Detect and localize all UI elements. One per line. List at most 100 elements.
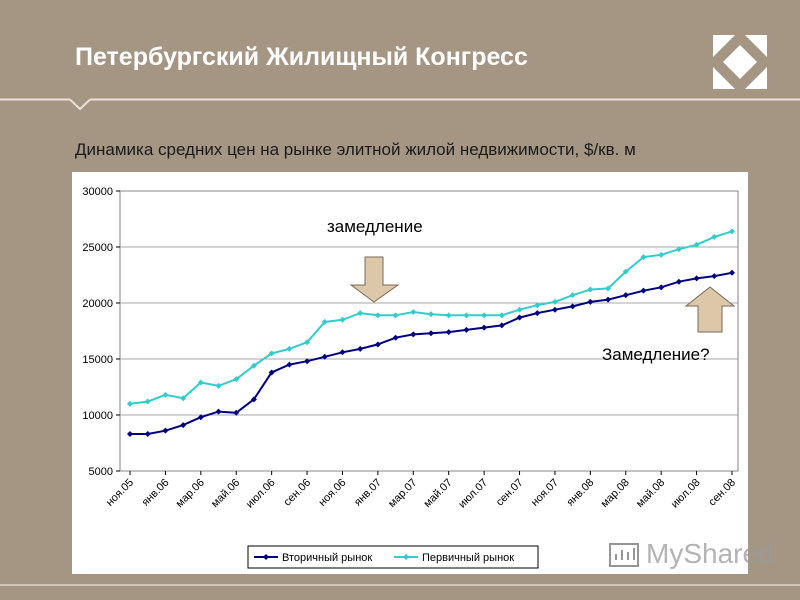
x-tick-label: июл.06 <box>244 477 278 511</box>
data-point <box>339 316 346 323</box>
x-tick-label: ноя.05 <box>104 477 136 509</box>
x-tick-label: ноя.07 <box>529 477 561 509</box>
down-arrow-icon <box>349 256 400 303</box>
data-point <box>321 319 328 326</box>
data-point <box>445 329 452 336</box>
data-point <box>693 275 700 282</box>
data-point <box>197 379 204 386</box>
legend-marker <box>263 554 269 560</box>
y-tick-label: 15000 <box>82 354 113 366</box>
data-point <box>711 233 718 240</box>
plot-area <box>119 190 739 472</box>
annotation-slowdown: замедление <box>327 217 423 236</box>
data-point <box>162 427 169 434</box>
data-point <box>286 361 293 368</box>
watermark-text: MyShared <box>646 538 774 569</box>
data-point <box>357 345 364 352</box>
data-point <box>197 414 204 421</box>
data-point <box>569 292 576 299</box>
x-tick-label: мар.07 <box>386 477 419 510</box>
data-point <box>587 286 594 293</box>
data-point <box>587 298 594 305</box>
data-point <box>658 251 665 258</box>
watermark-icon <box>609 543 639 567</box>
data-point <box>675 278 682 285</box>
data-point <box>392 334 399 341</box>
data-point <box>233 376 240 383</box>
data-point <box>410 331 417 338</box>
up-arrow-icon <box>684 286 736 333</box>
x-tick-label: июл.07 <box>456 477 490 511</box>
data-point <box>233 409 240 416</box>
data-point <box>392 312 399 319</box>
x-tick-label: июл.08 <box>669 477 703 511</box>
data-point <box>268 350 275 357</box>
data-point <box>215 382 222 389</box>
data-point <box>127 431 133 438</box>
data-point <box>410 308 417 315</box>
data-point <box>481 324 488 331</box>
y-tick-label: 5000 <box>89 466 113 478</box>
data-point <box>304 358 311 365</box>
data-point <box>127 400 133 407</box>
data-point <box>428 330 434 337</box>
x-tick-label: мар.08 <box>599 477 632 510</box>
data-point <box>268 369 275 376</box>
data-point <box>729 269 735 276</box>
congress-logo-icon <box>713 35 767 89</box>
data-point <box>428 311 434 318</box>
x-tick-label: мар.06 <box>174 477 207 510</box>
data-point <box>357 310 364 317</box>
x-tick-label: май.08 <box>634 477 667 510</box>
y-tick-label: 30000 <box>82 186 113 198</box>
y-tick-label: 10000 <box>82 410 113 422</box>
data-point <box>250 396 257 403</box>
data-point <box>516 314 523 321</box>
x-tick-label: сен.06 <box>281 477 313 509</box>
x-tick-label: ноя.06 <box>316 477 348 509</box>
data-point <box>481 312 488 319</box>
data-point <box>534 302 541 309</box>
y-tick-label: 20000 <box>82 298 113 310</box>
data-point <box>551 298 558 305</box>
data-point <box>339 349 346 356</box>
x-tick-label: май.06 <box>209 477 242 510</box>
data-point <box>144 431 151 438</box>
x-tick-label: янв.08 <box>565 477 597 509</box>
x-tick-label: янв.07 <box>352 477 384 509</box>
data-point <box>516 306 523 313</box>
footer-divider <box>0 584 800 586</box>
chart-subtitle: Динамика средних цен на рынке элитной жи… <box>75 140 636 159</box>
data-point <box>658 284 665 291</box>
data-point <box>180 395 187 402</box>
data-point <box>711 273 718 280</box>
x-tick-label: сен.08 <box>706 477 738 509</box>
data-point <box>605 285 612 292</box>
legend <box>247 545 539 569</box>
data-point <box>551 306 558 313</box>
x-tick-label: сен.07 <box>494 477 526 509</box>
data-point <box>729 228 735 235</box>
y-tick-label: 25000 <box>82 242 113 254</box>
data-point <box>622 292 629 299</box>
data-point <box>374 341 381 348</box>
data-point <box>286 345 293 352</box>
data-point <box>162 391 169 398</box>
data-point <box>144 398 151 405</box>
page-title: Петербургский Жилищный Конгресс <box>75 43 528 71</box>
data-point <box>640 254 647 261</box>
data-point <box>640 287 647 294</box>
data-point <box>498 322 505 329</box>
data-point <box>569 303 576 310</box>
data-point <box>445 312 452 319</box>
x-tick-label: янв.06 <box>140 477 172 509</box>
data-point <box>304 339 311 346</box>
data-point <box>622 268 629 275</box>
annotation-slowdown-question: Замедление? <box>602 345 710 364</box>
data-point <box>463 312 470 319</box>
data-point <box>463 326 470 333</box>
data-point <box>675 246 682 253</box>
header-divider <box>0 98 800 111</box>
data-point <box>180 422 187 429</box>
